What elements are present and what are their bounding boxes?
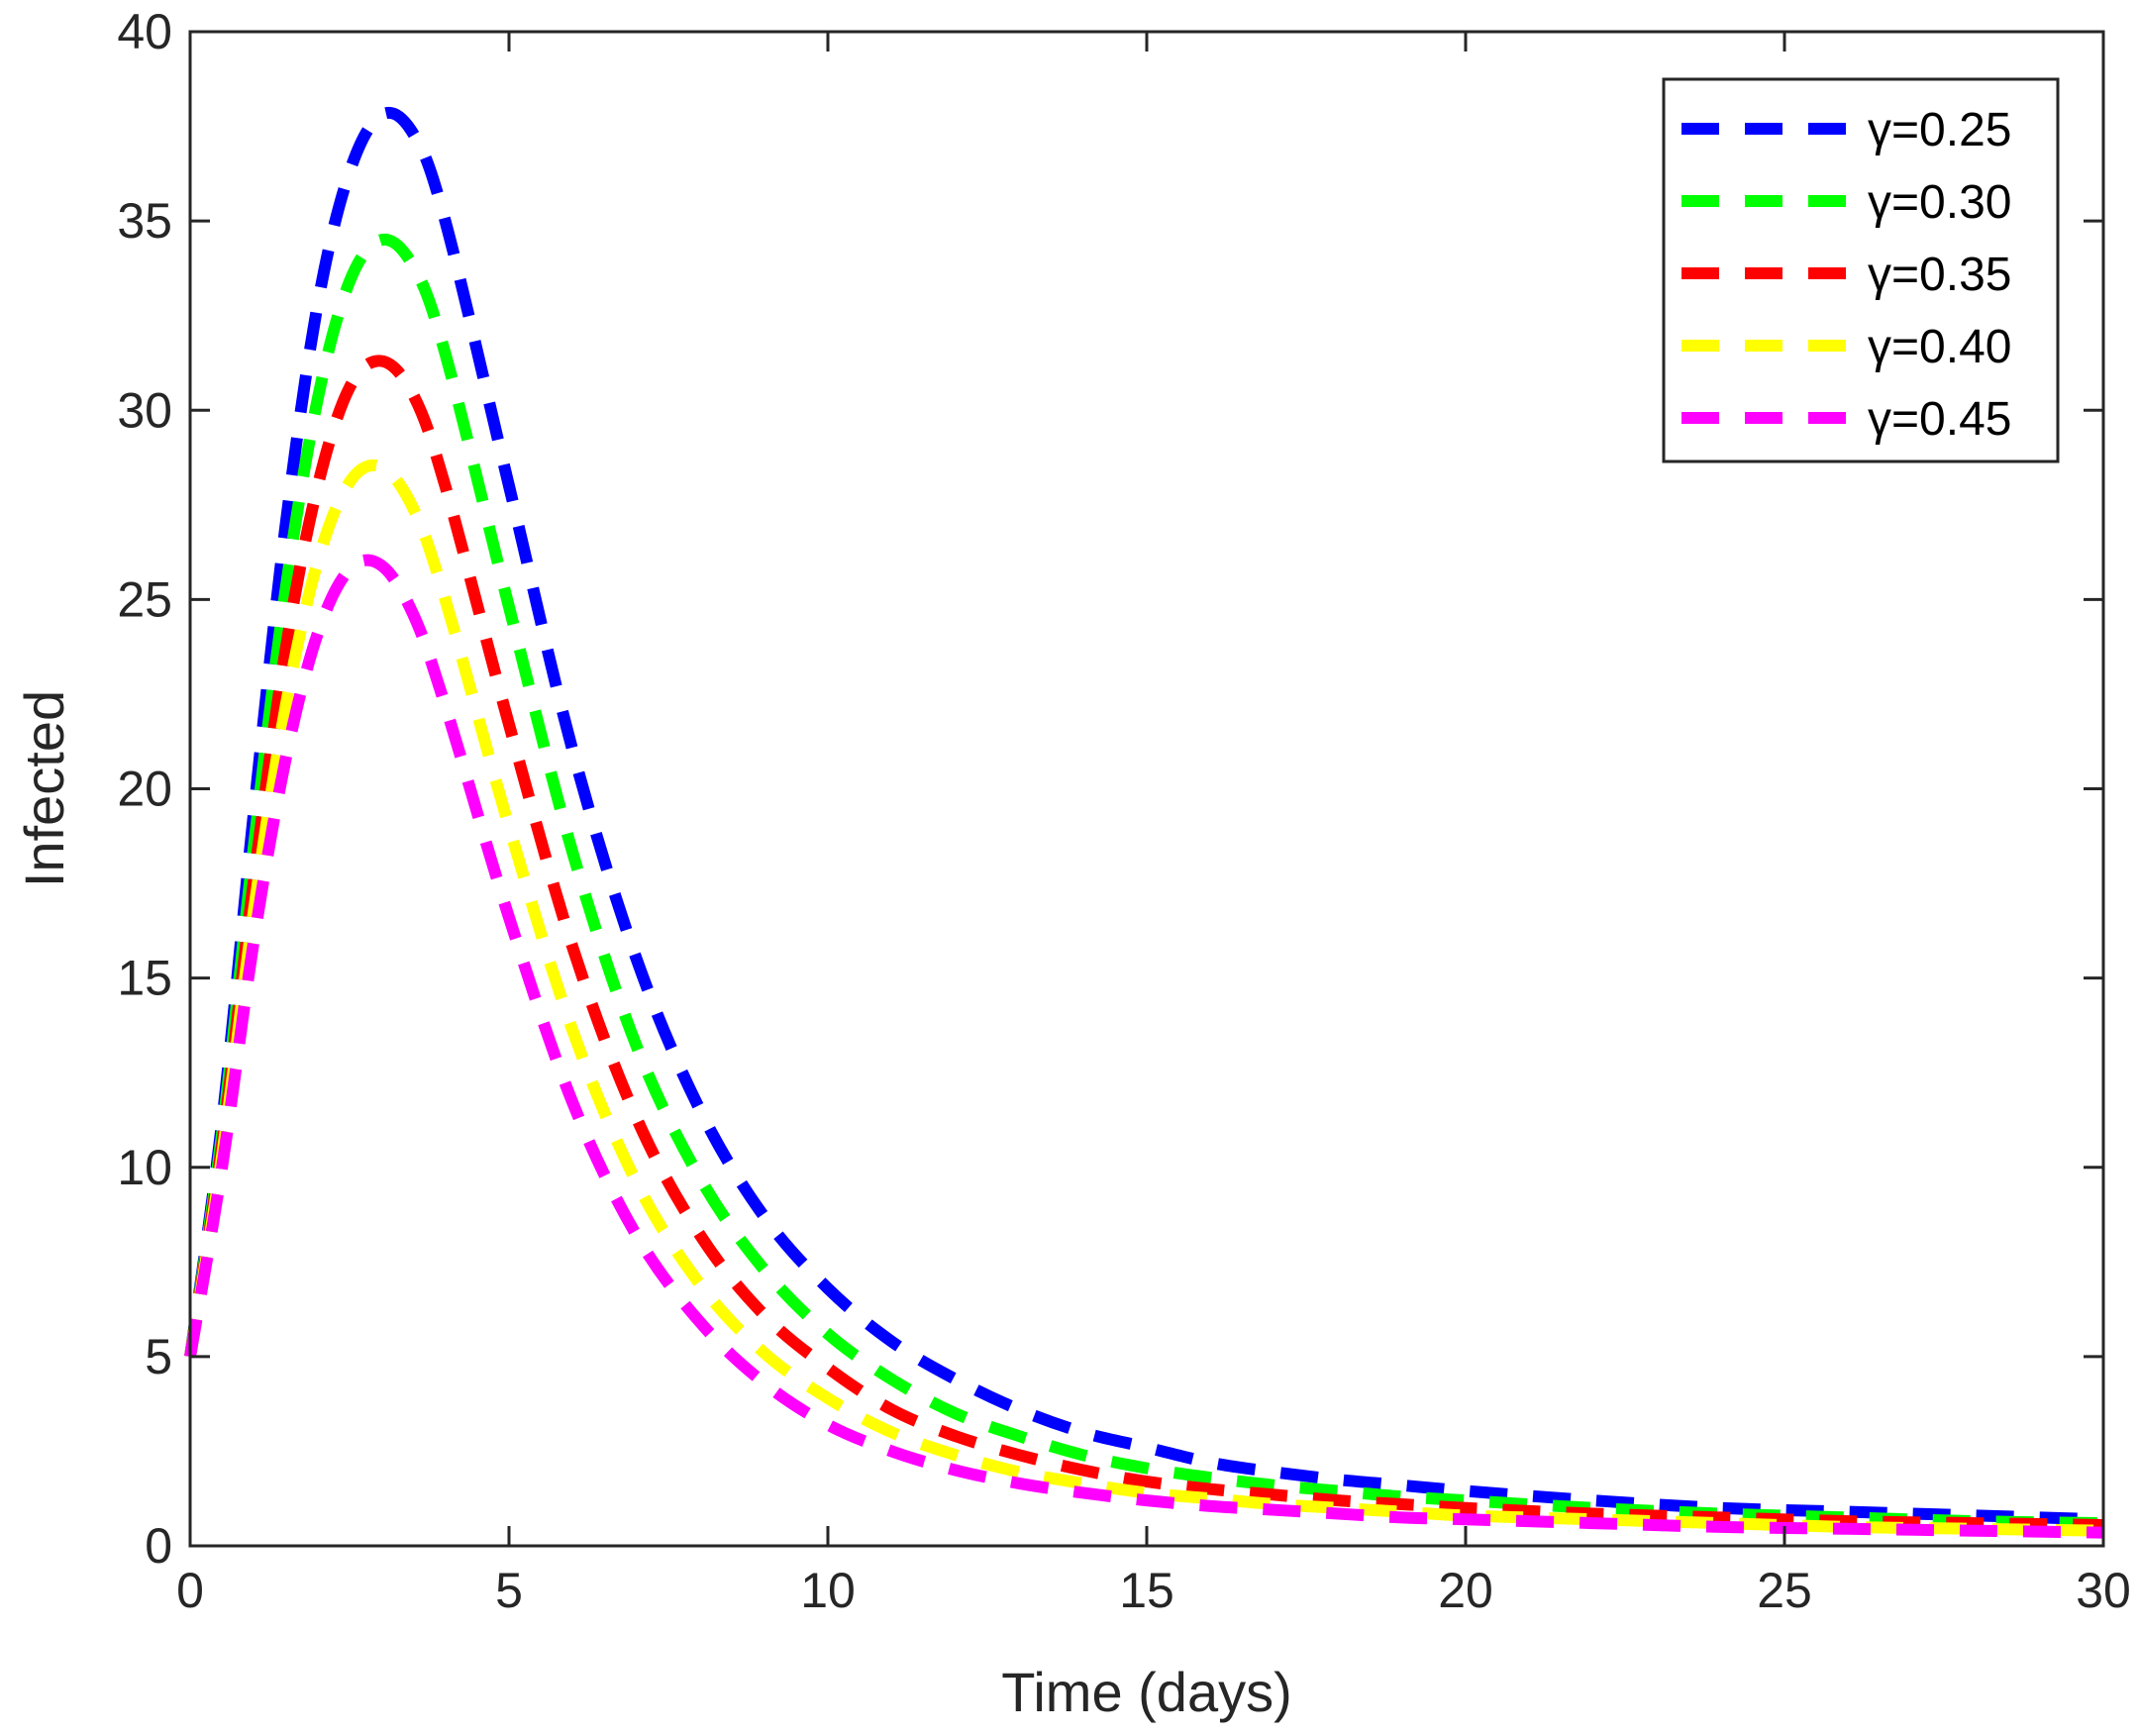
x-axis-title: Time (days): [1001, 1661, 1292, 1723]
x-tick-label: 10: [800, 1563, 856, 1618]
series-line-3: [184, 355, 2104, 1531]
legend-label: γ=0.30: [1868, 176, 2011, 229]
y-tick-label: 20: [117, 762, 172, 817]
legend-label: γ=0.25: [1868, 104, 2011, 156]
ticks-layer: 0 5 10 15 20 25 30 0 5 10 15 20 25 30 35 40: [117, 4, 2130, 1618]
legend-label: γ=0.40: [1868, 321, 2011, 373]
x-tick-label: 0: [176, 1563, 204, 1618]
legend-box: [1662, 77, 2060, 463]
series-line-5: [184, 554, 2104, 1539]
series-layer: [184, 106, 2104, 1539]
series-line-4: [184, 459, 2104, 1537]
x-tick-label: 15: [1119, 1563, 1174, 1618]
legend: γ=0.25 γ=0.30 γ=0.35 γ=0.40 γ=0.45: [1662, 77, 2060, 463]
y-tick-label: 40: [117, 4, 172, 59]
x-tick-label: 5: [495, 1563, 523, 1618]
x-tick-label: 20: [1438, 1563, 1493, 1618]
y-tick-label: 30: [117, 382, 172, 438]
series-line-1: [184, 106, 2104, 1526]
x-tick-label: 30: [2076, 1563, 2131, 1618]
legend-items: γ=0.25 γ=0.30 γ=0.35 γ=0.40 γ=0.45: [1681, 104, 2011, 446]
legend-label: γ=0.35: [1868, 249, 2011, 301]
y-tick-label: 25: [117, 571, 172, 627]
y-tick-label: 35: [117, 193, 172, 249]
y-tick-label: 5: [145, 1329, 172, 1384]
series-line-2: [184, 233, 2104, 1530]
y-tick-label: 15: [117, 951, 172, 1006]
legend-label: γ=0.45: [1868, 393, 2011, 446]
y-tick-label: 0: [145, 1518, 172, 1574]
x-tick-label: 25: [1757, 1563, 1812, 1618]
y-tick-label: 10: [117, 1140, 172, 1195]
y-axis-title: Infected: [13, 690, 75, 887]
